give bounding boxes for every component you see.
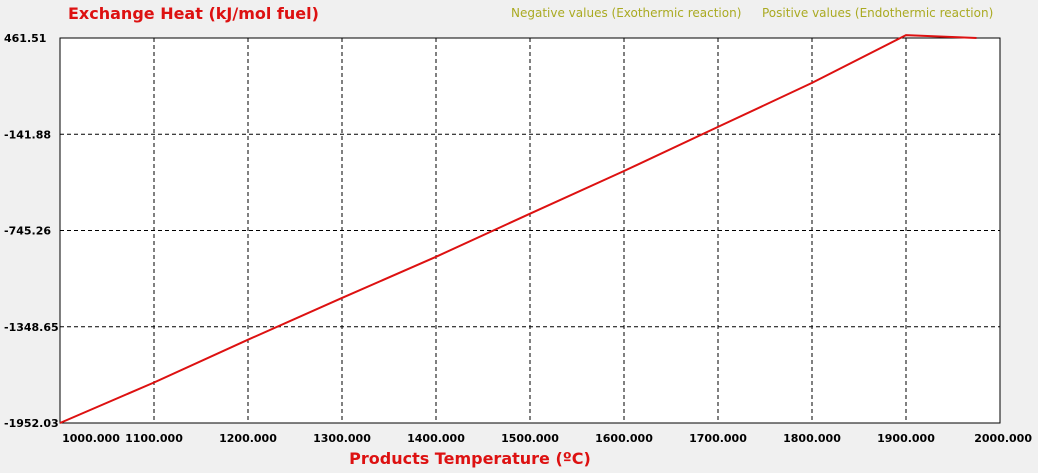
y-tick-label: -1952.03	[4, 417, 59, 430]
x-tick-label: 1500.000	[501, 432, 559, 445]
grid	[60, 37, 1000, 423]
x-tick-label: 1000.000	[62, 432, 120, 445]
x-tick-label: 1800.000	[783, 432, 841, 445]
x-tick-label: 2000.000	[974, 432, 1032, 445]
y-tick-label: -745.26	[4, 225, 51, 238]
y-axis-ticks: 461.51 -141.88 -745.26 -1348.65 -1952.03	[4, 32, 59, 430]
x-tick-label: 1300.000	[313, 432, 371, 445]
x-tick-label: 1400.000	[407, 432, 465, 445]
y-tick-label: -141.88	[4, 128, 51, 141]
series-line	[59, 34, 977, 424]
legend-negative: Negative values (Exothermic reaction)	[511, 6, 741, 20]
y-tick-label: -1348.65	[4, 321, 59, 334]
x-tick-label: 1600.000	[595, 432, 653, 445]
legend-positive: Positive values (Endothermic reaction)	[762, 6, 993, 20]
x-tick-label: 1100.000	[125, 432, 183, 445]
x-tick-label: 1200.000	[219, 432, 277, 445]
y-tick-label: 461.51	[4, 32, 46, 45]
x-tick-label: 1900.000	[877, 432, 935, 445]
x-axis-label: Products Temperature (ºC)	[349, 449, 591, 468]
x-tick-label: 1700.000	[689, 432, 747, 445]
chart-title: Exchange Heat (kJ/mol fuel)	[68, 4, 319, 23]
x-axis-ticks: 1000.000 1100.000 1200.000 1300.000 1400.000…	[62, 432, 1032, 445]
